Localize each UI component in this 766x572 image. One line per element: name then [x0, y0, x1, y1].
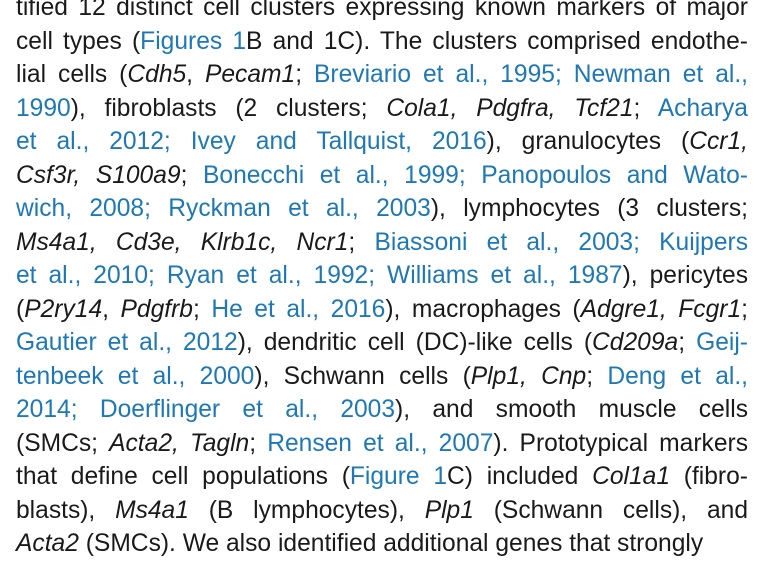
gene-name: Adgre1, Fcgr1: [580, 295, 742, 323]
gene-name: Acta2, Tagln: [109, 429, 250, 457]
citation-link[interactable]: et al., 2010; Ryan et al., 1992; William…: [16, 262, 623, 289]
text-run: ), granulocytes (: [486, 128, 690, 155]
gene-name: Acta2: [16, 530, 79, 557]
text-run: ), lymphocytes (3 clusters;: [430, 195, 749, 222]
text-line: tified 12 distinct cell clusters express…: [16, 0, 748, 25]
text-line: wich, 2008; Ryckman et al., 2003), lymph…: [16, 192, 748, 226]
text-run: C) included: [447, 463, 593, 490]
text-line: cell types (Figures 1B and 1C). The clus…: [16, 25, 748, 59]
text-run: ;: [586, 362, 608, 390]
text-line: that define cell populations (Figure 1C)…: [16, 460, 748, 494]
gene-name: Ms4a1, Cd3e, Klrb1c, Ncr1: [16, 228, 349, 256]
gene-name: Cdh5: [127, 61, 187, 88]
citation-link[interactable]: Breviario et al., 1995; Newman et al.,: [314, 61, 749, 88]
text-run: (Schwann cells), and: [473, 496, 748, 524]
text-line: Acta2 (SMCs). We also identified additio…: [16, 527, 748, 561]
text-line: tenbeek et al., 2000), Schwann cells (Pl…: [16, 360, 748, 394]
citation-link[interactable]: Geij-: [696, 329, 748, 356]
text-run: that define cell populations (: [16, 463, 350, 490]
text-run: ,: [186, 61, 205, 88]
text-line: et al., 2010; Ryan et al., 1992; William…: [16, 259, 748, 293]
gene-name: Pecam1: [204, 61, 296, 88]
text-run: ), and smooth muscle cells: [395, 396, 748, 423]
text-run: ), pericytes: [622, 262, 748, 289]
citation-link[interactable]: Bonecchi et al., 1999; Panopoulos and Wa…: [202, 161, 748, 189]
citation-link[interactable]: He et al., 2016: [211, 295, 386, 323]
gene-name: Cd209a: [592, 329, 679, 356]
text-line: Gautier et al., 2012), dendritic cell (D…: [16, 326, 748, 360]
gene-name: Plp1, Cnp: [470, 362, 587, 390]
text-run: (: [16, 295, 25, 323]
citation-link[interactable]: Gautier et al., 2012: [16, 329, 238, 356]
text-run: (B lymphocytes),: [188, 496, 425, 524]
text-run: ), fibroblasts (2 clusters;: [70, 94, 387, 122]
citation-link[interactable]: et al., 2012; Ivey and Tallquist, 2016: [16, 128, 487, 155]
text-line: lial cells (Cdh5, Pecam1; Breviario et a…: [16, 58, 748, 92]
text-run: ;: [295, 61, 314, 88]
citation-link[interactable]: 1990: [16, 94, 71, 122]
text-run: ;: [678, 329, 697, 356]
citation-link[interactable]: Biassoni et al., 2003; Kuijpers: [374, 228, 749, 256]
text-run: ;: [180, 161, 203, 189]
text-line: et al., 2012; Ivey and Tallquist, 2016),…: [16, 125, 748, 159]
text-run: cell types (: [16, 27, 141, 55]
text-run: (fibro-: [670, 463, 748, 490]
citation-link[interactable]: Figure 1: [349, 463, 448, 490]
gene-name: Pdgfrb: [120, 295, 193, 323]
gene-name: P2ry14: [24, 295, 103, 323]
text-line: (SMCs; Acta2, Tagln; Rensen et al., 2007…: [16, 427, 748, 461]
text-run: blasts),: [16, 496, 116, 524]
text-run: ;: [249, 429, 268, 457]
text-run: lial cells (: [16, 61, 128, 88]
body-paragraph: tified 12 distinct cell clusters express…: [16, 0, 748, 561]
text-run: (SMCs;: [16, 429, 110, 457]
text-run: ;: [348, 228, 375, 256]
citation-link[interactable]: tenbeek et al., 2000: [16, 362, 255, 390]
citation-link[interactable]: 2014; Doerflinger et al., 2003: [16, 396, 396, 423]
text-line: (P2ry14, Pdgfrb; He et al., 2016), macro…: [16, 293, 748, 327]
text-line: Ms4a1, Cd3e, Klrb1c, Ncr1; Biassoni et a…: [16, 226, 748, 260]
text-run: ,: [102, 295, 121, 323]
text-run: tified 12 distinct cell clusters express…: [16, 0, 748, 21]
gene-name: Plp1: [424, 496, 474, 524]
text-run: ), dendritic cell (DC)-like cells (: [237, 329, 593, 356]
text-run: ), macrophages (: [385, 295, 581, 323]
text-line: 1990), fibroblasts (2 clusters; Cola1, P…: [16, 92, 748, 126]
citation-link[interactable]: Acharya: [657, 94, 748, 122]
text-run: ;: [741, 295, 748, 323]
gene-name: Ms4a1: [115, 496, 189, 524]
gene-name: Cola1, Pdgfra, Tcf21: [386, 94, 634, 122]
gene-name: Col1a1: [592, 463, 671, 490]
text-line: 2014; Doerflinger et al., 2003), and smo…: [16, 393, 748, 427]
text-run: ;: [633, 94, 658, 122]
text-line: Csf3r, S100a9; Bonecchi et al., 1999; Pa…: [16, 159, 748, 193]
gene-name: Csf3r, S100a9: [16, 161, 181, 189]
citation-link[interactable]: Figures 1: [140, 27, 247, 55]
text-run: B and 1C). The clusters comprised endoth…: [246, 27, 748, 55]
text-run: (SMCs). We also identified additional ge…: [78, 530, 704, 557]
text-run: ), Schwann cells (: [254, 362, 471, 390]
citation-link[interactable]: wich, 2008; Ryckman et al., 2003: [16, 195, 431, 222]
text-run: ). Prototypical markers: [493, 429, 748, 457]
gene-name: Ccr1,: [689, 128, 748, 155]
text-line: blasts), Ms4a1 (B lymphocytes), Plp1 (Sc…: [16, 494, 748, 528]
citation-link[interactable]: Rensen et al., 2007: [267, 429, 494, 457]
text-run: ;: [192, 295, 212, 323]
citation-link[interactable]: Deng et al.,: [607, 362, 748, 390]
